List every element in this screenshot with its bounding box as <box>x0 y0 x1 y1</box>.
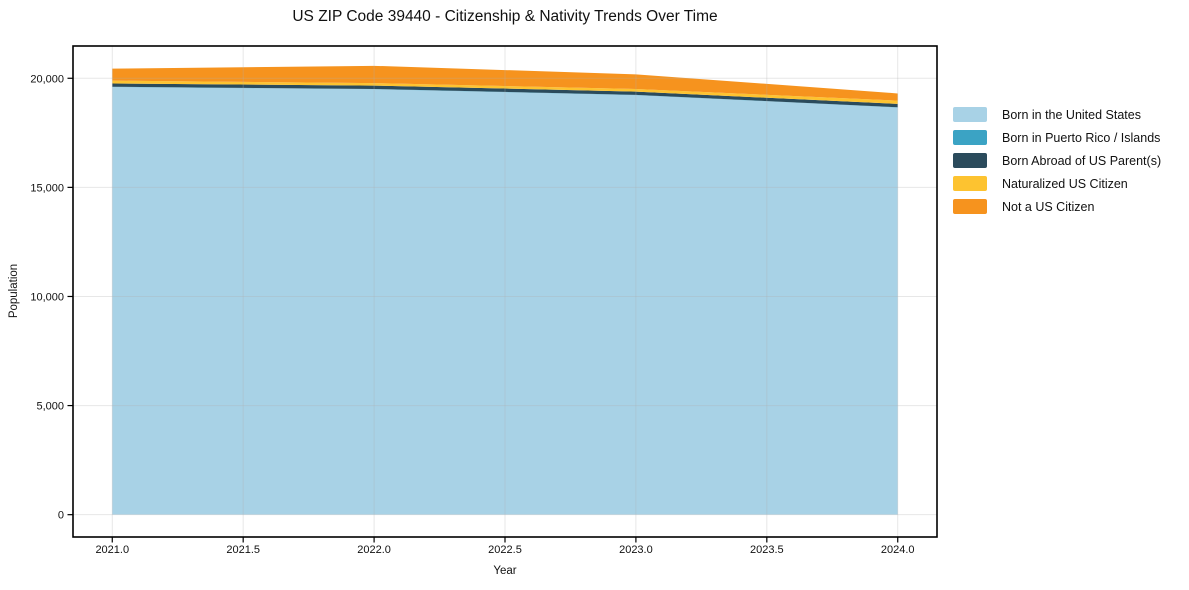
area-series-0 <box>112 87 898 515</box>
svg-text:2021.0: 2021.0 <box>95 544 129 556</box>
legend-item-4: Not a US Citizen <box>953 195 1161 218</box>
area-series-4 <box>112 65 898 101</box>
legend-swatch-icon <box>953 176 987 191</box>
svg-text:2022.0: 2022.0 <box>357 544 391 556</box>
x-axis-label: Year <box>493 565 517 577</box>
gridlines <box>73 46 937 537</box>
legend-swatch-icon <box>953 107 987 122</box>
chart-title: US ZIP Code 39440 - Citizenship & Nativi… <box>292 8 718 25</box>
svg-text:0: 0 <box>58 510 64 522</box>
legend-label: Born in the United States <box>1002 107 1141 122</box>
legend-item-0: Born in the United States <box>953 103 1161 126</box>
area-series-3 <box>112 80 898 104</box>
svg-text:2024.0: 2024.0 <box>881 544 915 556</box>
svg-text:2023.0: 2023.0 <box>619 544 653 556</box>
legend-label: Naturalized US Citizen <box>1002 176 1128 191</box>
x-tick-labels: 2021.0 2021.5 2022.0 2022.5 2023.0 2023.5 2024… <box>95 544 914 556</box>
legend-item-1: Born in Puerto Rico / Islands <box>953 126 1161 149</box>
legend-item-2: Born Abroad of US Parent(s) <box>953 149 1161 172</box>
svg-text:20,000: 20,000 <box>30 73 64 85</box>
legend: Born in the United States Born in Puerto … <box>953 103 1161 218</box>
svg-text:5,000: 5,000 <box>36 401 64 413</box>
svg-text:2022.5: 2022.5 <box>488 544 522 556</box>
y-tick-labels: 0 5,000 10,000 15,000 20,000 <box>30 73 64 521</box>
svg-text:2021.5: 2021.5 <box>226 544 260 556</box>
area-series-2 <box>112 83 898 108</box>
svg-text:15,000: 15,000 <box>30 182 64 194</box>
legend-label: Born Abroad of US Parent(s) <box>1002 153 1162 168</box>
legend-item-3: Naturalized US Citizen <box>953 172 1161 195</box>
legend-swatch-icon <box>953 130 987 145</box>
tick-marks <box>67 77 899 543</box>
y-axis-label: Population <box>8 263 20 319</box>
svg-text:2023.5: 2023.5 <box>750 544 784 556</box>
legend-swatch-icon <box>953 153 987 168</box>
stacked-areas <box>112 65 898 515</box>
legend-label: Born in Puerto Rico / Islands <box>1002 130 1161 145</box>
legend-label: Not a US Citizen <box>1002 199 1095 214</box>
svg-text:10,000: 10,000 <box>30 291 64 303</box>
legend-swatch-icon <box>953 199 987 214</box>
